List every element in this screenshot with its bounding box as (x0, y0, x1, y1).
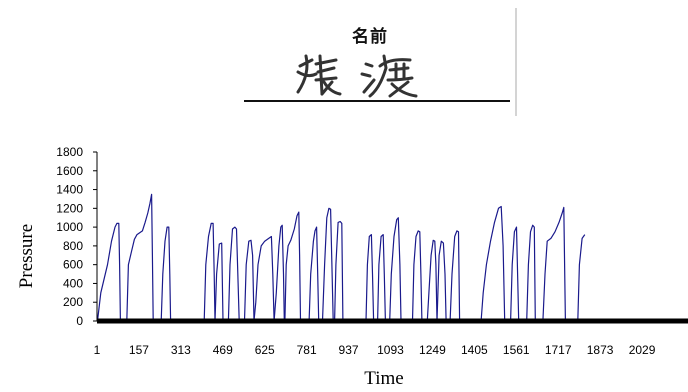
x-axis-ticks: 1 157 313 469 625 781 937 1093 1249 1405 1561 1717 1… (94, 343, 656, 357)
x-tick-label: 313 (171, 343, 191, 357)
handwritten-signature (296, 54, 418, 98)
x-tick-label: 1405 (461, 343, 488, 357)
x-tick-label: 1873 (587, 343, 614, 357)
y-tick-label: 1000 (56, 220, 83, 234)
pressure-stroke-line (411, 230, 423, 322)
x-tick-label: 1093 (377, 343, 404, 357)
x-tick-label: 1717 (545, 343, 572, 357)
x-tick-label: 1 (94, 343, 101, 357)
x-tick-label: 1561 (503, 343, 530, 357)
x-axis-title: Time (364, 368, 403, 389)
pressure-stroke-line (96, 222, 121, 322)
name-field-label: 名前 (352, 27, 388, 47)
y-axis-title: Pressure (16, 224, 37, 288)
x-tick-label: 937 (339, 343, 359, 357)
pressure-stroke-line (377, 234, 386, 322)
pressure-series (96, 193, 586, 322)
x-tick-label: 1249 (419, 343, 446, 357)
y-tick-label: 1600 (56, 164, 83, 178)
y-tick-label: 1400 (56, 183, 83, 197)
pressure-stroke-line (542, 206, 566, 322)
pressure-stroke-line (436, 240, 447, 322)
x-tick-label: 625 (255, 343, 275, 357)
signature-image: 名前 (240, 8, 520, 116)
x-tick-label: 157 (129, 343, 149, 357)
y-axis-ticks: 0 200 400 600 800 1000 1200 1400 1600 1800 (56, 145, 97, 328)
pressure-stroke-line (126, 193, 154, 322)
pressure-stroke-line (227, 226, 240, 322)
y-tick-label: 0 (76, 314, 83, 328)
pressure-stroke-line (203, 222, 216, 322)
x-tick-label: 2029 (629, 343, 656, 357)
pressure-stroke-line (449, 230, 461, 322)
pressure-stroke-line (334, 220, 344, 322)
y-tick-label: 1800 (56, 145, 83, 159)
y-tick-label: 800 (63, 239, 83, 253)
pressure-stroke-line (526, 224, 536, 322)
pressure-stroke-line (243, 239, 255, 322)
y-tick-label: 600 (63, 258, 83, 272)
pressure-stroke-line (577, 234, 586, 322)
pressure-stroke-line (214, 242, 224, 322)
signature-paper (244, 8, 517, 116)
pressure-stroke-line (389, 217, 402, 322)
pressure-stroke-line (426, 239, 438, 322)
pressure-stroke-line (273, 224, 285, 322)
pressure-stroke-line (510, 226, 520, 322)
pressure-stroke-line (253, 235, 275, 322)
pressure-stroke-line (284, 211, 302, 322)
pressure-stroke-line (308, 226, 320, 322)
y-tick-label: 1200 (56, 201, 83, 215)
x-tick-label: 781 (297, 343, 317, 357)
pressure-stroke-line (365, 234, 375, 322)
pressure-stroke-line (321, 207, 334, 322)
y-tick-label: 400 (63, 276, 83, 290)
x-tick-label: 469 (213, 343, 233, 357)
pressure-stroke-line (160, 226, 172, 322)
pressure-stroke-line (480, 205, 506, 322)
y-tick-label: 200 (63, 295, 83, 309)
